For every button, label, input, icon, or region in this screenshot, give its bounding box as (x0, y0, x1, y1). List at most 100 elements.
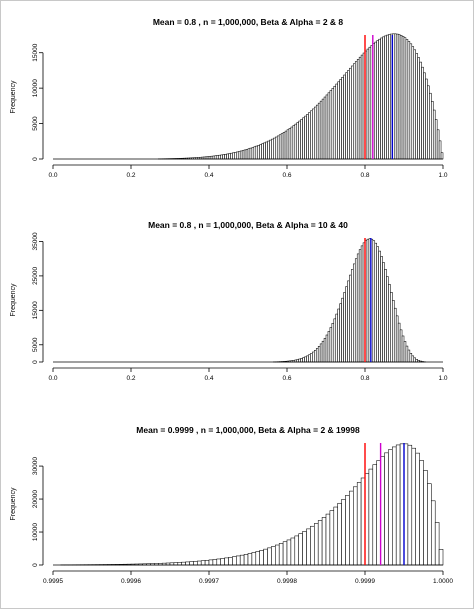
histogram-bar (337, 502, 342, 566)
histogram-bar (384, 269, 387, 363)
histogram-bar (353, 486, 358, 566)
histogram-bar (245, 149, 249, 160)
x-tick-label: 1.0 (438, 172, 447, 179)
histogram-bar (197, 560, 202, 566)
histogram-bar (388, 284, 391, 363)
histogram-bar (218, 154, 221, 160)
histogram-bar (405, 39, 409, 160)
histogram-bar (419, 61, 422, 160)
histogram-bar (296, 122, 299, 160)
histogram-bar (282, 541, 288, 566)
histogram-bar (388, 34, 391, 160)
histogram-bar (331, 323, 335, 363)
histogram-bar (436, 129, 440, 160)
histogram-bar (216, 558, 221, 566)
histogram-bar (241, 150, 245, 160)
histogram-bar (236, 555, 241, 566)
x-tick-label: 0.9995 (43, 578, 63, 585)
histogram-bar (216, 155, 220, 160)
x-tick-label: 0.4 (204, 172, 213, 179)
histogram-bar (368, 46, 372, 160)
histogram-bar (261, 143, 264, 160)
histogram-bar (411, 46, 415, 160)
histogram-bar (315, 104, 319, 160)
histogram-bar (317, 520, 323, 566)
histogram-bar (263, 142, 266, 160)
histogram-bar (220, 154, 223, 160)
histogram-bar (224, 557, 229, 566)
x-tick-label: 1.0000 (433, 578, 453, 585)
histogram-bar (243, 149, 247, 160)
histogram-bar (302, 357, 305, 363)
histogram-bar (222, 154, 225, 160)
histogram-bar (351, 269, 354, 363)
histogram-bar (294, 535, 299, 566)
histogram-bar (347, 70, 350, 160)
histogram-bar (314, 523, 319, 566)
x-tick-label: 0.9999 (355, 578, 375, 585)
histogram-bar (317, 346, 321, 363)
histogram-bar (319, 100, 323, 160)
histogram-bar (397, 34, 401, 160)
histogram-bar (276, 135, 280, 160)
histogram-bar (239, 150, 243, 160)
histogram-bar (378, 250, 381, 363)
x-tick-label: 0.2 (126, 375, 135, 382)
histogram-bar (329, 510, 335, 566)
histogram-bar (425, 78, 428, 160)
histogram-bar (329, 327, 333, 363)
histogram-bar (247, 148, 251, 160)
x-tick-label: 0.0 (48, 375, 57, 382)
histogram-bar (265, 141, 268, 160)
x-tick-label: 0.2 (126, 172, 135, 179)
histogram-bar (358, 249, 362, 363)
histogram-bar (212, 155, 216, 160)
histogram-bar (249, 147, 253, 160)
histogram-bar (310, 353, 313, 363)
histogram-bar (271, 546, 276, 566)
x-tick-label: 0.4 (204, 375, 213, 382)
histogram-bar (333, 318, 337, 363)
histogram-bar (228, 153, 231, 160)
histogram-bar (321, 517, 327, 566)
histogram-bar (288, 128, 292, 160)
y-axis-label: Frequency (10, 487, 17, 521)
histogram-bar (386, 34, 389, 160)
y-tick-label: 0 (32, 360, 39, 364)
histogram-bar (280, 133, 284, 160)
histogram-bar (304, 115, 307, 160)
histogram-bar (417, 57, 420, 160)
histogram-bar (434, 119, 438, 160)
histogram-bar (290, 537, 296, 566)
histogram-bar (310, 110, 313, 160)
histogram-bar (189, 561, 194, 566)
histogram-bar (432, 109, 436, 160)
histogram-bar (356, 482, 362, 566)
histogram-bar (403, 341, 407, 363)
histogram-bar (302, 117, 305, 160)
y-tick-label: 10000 (32, 523, 39, 541)
x-tick-label: 0.8 (360, 375, 369, 382)
histogram-bar (395, 444, 401, 566)
histogram-bar (300, 358, 303, 363)
histogram-bar (255, 551, 260, 566)
histogram-bar (376, 40, 379, 160)
histogram-bar (388, 449, 393, 566)
histogram-bar (298, 358, 301, 363)
histogram-bar (230, 152, 233, 160)
histogram-bar (345, 495, 350, 566)
histogram-bar (401, 36, 405, 160)
histogram-bar (434, 522, 440, 566)
histogram-bar (349, 274, 352, 363)
histogram-bar (319, 343, 323, 363)
histogram-bar (298, 533, 303, 566)
y-tick-label: 15000 (32, 301, 39, 319)
histogram-bar (259, 144, 262, 160)
histogram-bar (200, 560, 206, 566)
histogram-bar (185, 561, 190, 566)
x-tick-label: 0.9997 (199, 578, 219, 585)
histogram-bar (413, 49, 416, 160)
histogram-bar (310, 525, 315, 566)
histogram-bar (329, 90, 333, 160)
